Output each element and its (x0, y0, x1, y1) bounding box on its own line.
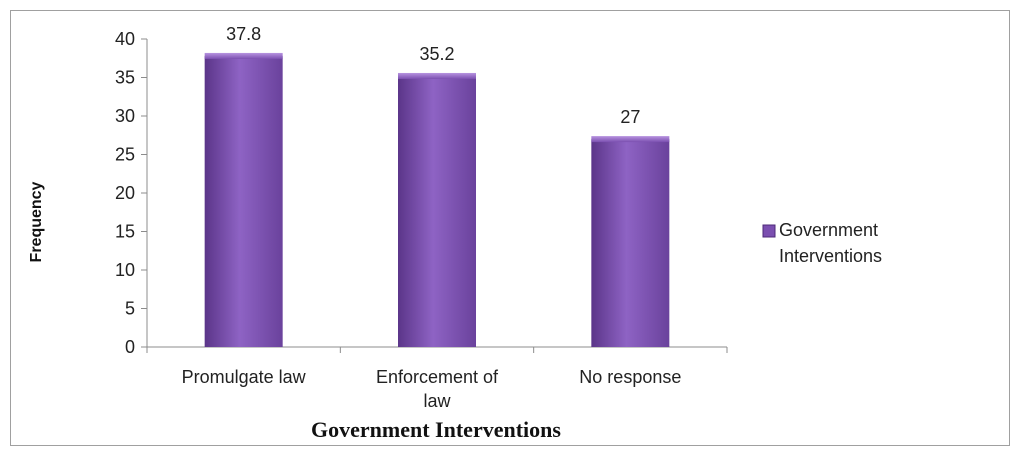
x-tick-label-line: Promulgate law (182, 367, 307, 387)
x-tick-label-line: No response (579, 367, 681, 387)
bar-chart: 0 5 10 15 20 25 30 35 40 37.8 Promulgate law 35.2 En… (28, 24, 883, 442)
y-tick-label: 20 (115, 183, 135, 203)
y-tick-label: 30 (115, 106, 135, 126)
legend-label-line: Interventions (779, 246, 882, 266)
legend-label-line: Government (779, 220, 878, 240)
x-axis-title: Government Interventions (311, 417, 561, 442)
x-tick-label-line: law (423, 391, 451, 411)
bar-cap (591, 136, 670, 143)
bar (204, 55, 283, 347)
data-label: 35.2 (419, 44, 454, 64)
y-tick-label: 15 (115, 222, 135, 242)
y-tick-label: 10 (115, 260, 135, 280)
x-tick-label-line: Enforcement of (376, 367, 499, 387)
y-tick-label: 0 (125, 337, 135, 357)
bar-cap (204, 52, 283, 59)
y-tick-label: 25 (115, 145, 135, 165)
legend: Government Interventions (762, 220, 883, 266)
y-tick-label: 35 (115, 68, 135, 88)
plot-area: 0 5 10 15 20 25 30 35 40 37.8 Promulgate law 35.2 En… (115, 24, 728, 411)
legend-label: Government Interventions (779, 220, 883, 266)
x-tick-label: Promulgate law (182, 367, 307, 387)
legend-swatch (762, 224, 776, 238)
bar-cap (398, 72, 476, 79)
data-label: 37.8 (226, 24, 261, 44)
bar (591, 139, 670, 347)
x-tick-label: No response (579, 367, 681, 387)
y-tick-label: 5 (125, 299, 135, 319)
x-tick-label: Enforcement of law (376, 367, 499, 411)
y-tick-label: 40 (115, 29, 135, 49)
data-label: 27 (620, 107, 640, 127)
chart-frame: 0 5 10 15 20 25 30 35 40 37.8 Promulgate law 35.2 En… (10, 10, 1010, 446)
bar (398, 75, 476, 348)
y-axis-title: Frequency (28, 181, 45, 262)
